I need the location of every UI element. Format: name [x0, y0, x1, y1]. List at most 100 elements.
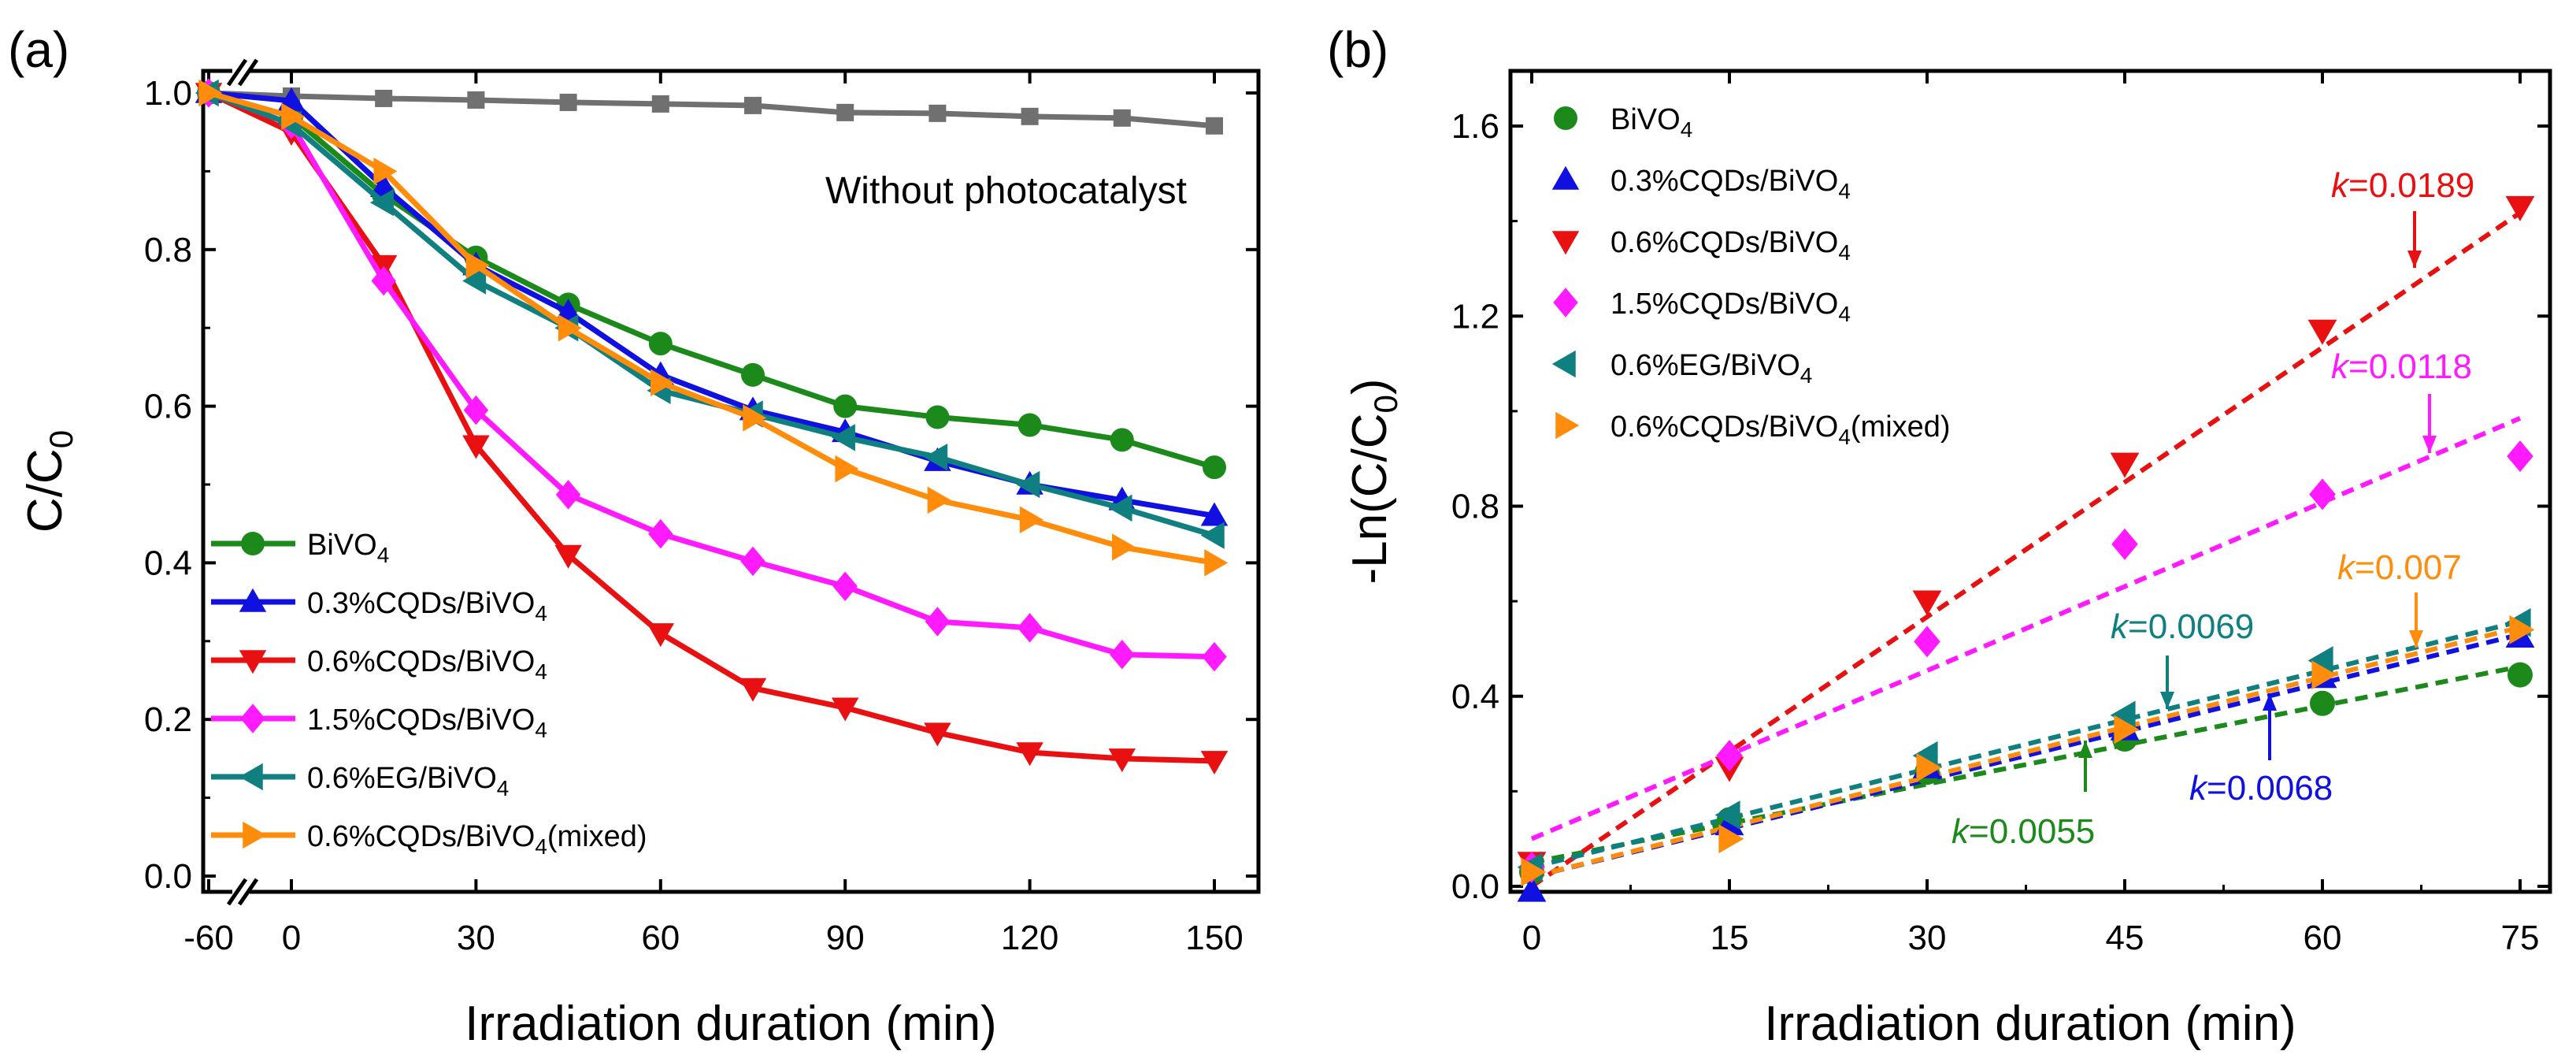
legend-marker — [239, 650, 267, 674]
legend-label: 0.3%CQDs/BiVO4 — [307, 587, 547, 626]
y-tick-label: 0.4 — [1451, 678, 1499, 716]
panel-a-ylabel: C/C0 — [18, 430, 80, 533]
legend-subscript: 4 — [1681, 117, 1693, 142]
fit-line — [1530, 210, 2522, 889]
data-point — [2307, 319, 2337, 345]
y-tick-label: 0.8 — [1451, 488, 1499, 526]
rate-symbol: k — [2331, 166, 2350, 205]
panel-b-rate-annotations: k=0.0189k=0.0118k=0.007k=0.0069k=0.0055k… — [1951, 166, 2474, 851]
panel-b-fit-lines — [1530, 210, 2522, 889]
data-point — [1202, 641, 1227, 672]
y-tick-label: 0.6 — [144, 388, 192, 426]
rate-annotation: k=0.0069 — [2111, 607, 2254, 709]
legend-marker — [1551, 350, 1576, 378]
legend-suffix: (mixed) — [1851, 410, 1951, 444]
legend-subscript: 4 — [535, 659, 547, 684]
x-tick-label: 0 — [282, 919, 301, 957]
legend-label: 0.6%EG/BiVO4 — [1610, 349, 1812, 388]
data-point — [1016, 742, 1043, 767]
panel-a: (a) -60 0 30 60 90 120 150 0.0 0.2 0.4 0.6 0.8 1.0 W… — [8, 21, 1261, 1051]
data-point — [925, 405, 950, 429]
series-diamond — [1518, 440, 2533, 883]
data-point — [1016, 470, 1040, 499]
data-point — [651, 95, 669, 113]
legend-label: 0.6%CQDs/BiVO4 — [1610, 226, 1851, 265]
legend-subscript: 4 — [1838, 302, 1851, 326]
legend-name: 0.6%EG/BiVO — [307, 762, 497, 795]
rate-symbol: k — [2189, 769, 2208, 808]
data-point — [1108, 748, 1136, 773]
legend-name: 0.6%CQDs/BiVO — [307, 645, 535, 678]
x-tick-label: 60 — [2304, 919, 2342, 957]
series-line — [207, 90, 1215, 764]
legend-marker — [239, 763, 263, 791]
legend-subscript: 4 — [535, 601, 547, 626]
data-point — [1113, 109, 1131, 127]
legend-name: 0.3%CQDs/BiVO — [307, 587, 535, 620]
rate-label: k=0.0118 — [2331, 347, 2472, 386]
rate-annotation: k=0.007 — [2337, 548, 2462, 648]
panel-a-frame — [201, 69, 1261, 894]
y-tick-label: 0.8 — [144, 231, 192, 269]
data-point — [2507, 662, 2533, 688]
data-point — [2505, 195, 2535, 221]
rate-symbol: k — [2111, 607, 2129, 646]
panel-a-label: (a) — [8, 21, 69, 78]
fit-line — [1531, 664, 2521, 865]
rate-arrow-head — [2409, 630, 2423, 648]
legend-marker — [1554, 106, 1577, 130]
legend-subscript: 4 — [535, 834, 547, 859]
y-tick-label: 0.0 — [144, 857, 192, 896]
panel-b-xlabel: Irradiation duration (min) — [1764, 997, 2296, 1051]
legend-label: 1.5%CQDs/BiVO4 — [307, 704, 547, 742]
data-point — [462, 435, 490, 459]
legend-subscript: 4 — [1800, 363, 1813, 388]
legend-entry: 1.5%CQDs/BiVO4 — [1553, 288, 1851, 326]
rate-value: =0.0068 — [2207, 769, 2333, 808]
rate-annotation: k=0.0118 — [2331, 347, 2472, 453]
data-point — [1200, 522, 1225, 549]
axis-break-top-mark-2 — [237, 58, 259, 87]
panel-b-label: (b) — [1327, 21, 1388, 78]
legend-subscript: 4 — [1838, 425, 1851, 449]
y-tick-label: 0.4 — [144, 544, 192, 582]
rate-annotation: k=0.0055 — [1951, 741, 2095, 851]
y-tick-label: 1.6 — [1451, 107, 1499, 146]
data-point — [924, 722, 951, 747]
x-tick-label: 15 — [1711, 919, 1749, 957]
rate-value: =0.0118 — [2348, 347, 2472, 386]
data-point — [373, 158, 398, 185]
data-point — [1914, 626, 1940, 658]
rate-value: =0.007 — [2355, 548, 2462, 587]
data-point — [1200, 502, 1229, 526]
legend-entry: 0.6%CQDs/BiVO4 — [1551, 226, 1851, 265]
legend-marker — [1551, 231, 1580, 255]
series-triangle-up — [195, 79, 1229, 526]
data-point — [1017, 613, 1043, 643]
data-point — [467, 91, 485, 109]
data-point — [462, 267, 487, 295]
data-point — [928, 104, 947, 122]
legend-marker — [241, 532, 265, 555]
legend-subscript: 4 — [377, 543, 390, 567]
x-tick-label: 60 — [641, 919, 680, 957]
legend-entry: 0.6%CQDs/BiVO4(mixed) — [211, 820, 647, 859]
legend-entry: 1.5%CQDs/BiVO4 — [211, 704, 547, 742]
rate-annotation: k=0.0068 — [2189, 693, 2333, 808]
data-point — [559, 93, 577, 111]
y-tick-label: 1.2 — [1451, 297, 1499, 336]
legend-entry: 0.6%CQDs/BiVO4 — [211, 645, 547, 684]
rate-value: =0.0189 — [2348, 166, 2474, 205]
legend-entry: 0.6%EG/BiVO4 — [1551, 349, 1812, 388]
legend-entry: 0.6%CQDs/BiVO4(mixed) — [1555, 410, 1951, 449]
data-point — [648, 332, 673, 356]
legend-subscript: 4 — [535, 718, 547, 742]
series-line — [207, 90, 1215, 660]
panel-b-legend: BiVO40.3%CQDs/BiVO40.6%CQDs/BiVO41.5%CQD… — [1551, 103, 1951, 449]
y-tick-label: 0.2 — [144, 700, 192, 739]
legend-subscript: 4 — [1838, 179, 1851, 203]
x-tick-label: -60 — [183, 919, 234, 957]
data-point — [463, 395, 489, 425]
legend-entry: BiVO4 — [1554, 103, 1692, 142]
data-point — [281, 102, 306, 131]
